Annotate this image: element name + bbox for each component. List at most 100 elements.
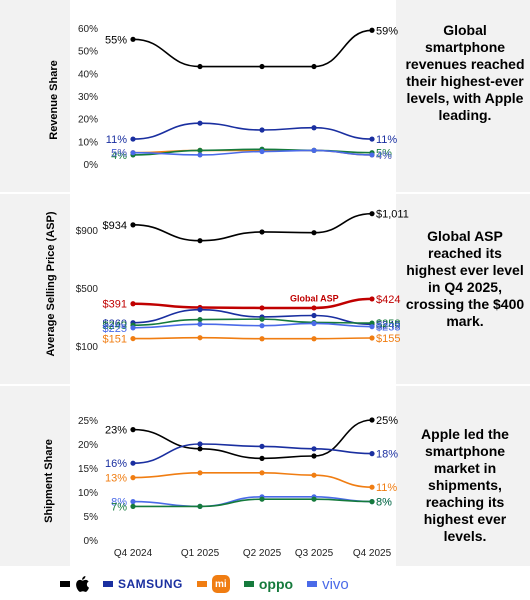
data-point-asp-1-3 — [311, 305, 317, 311]
end-label-oppo-2: 8% — [376, 497, 392, 509]
y-tick-label-2-4: 20% — [78, 440, 98, 451]
data-point-asp-1-0 — [130, 301, 136, 307]
end-label-xiaomi-2: 11% — [376, 482, 397, 494]
plot-area-shipment — [70, 386, 396, 566]
data-point-apple-2-2 — [259, 455, 265, 461]
data-point-xiaomi-1-1 — [197, 335, 203, 341]
y-tick-label-2-5: 25% — [78, 416, 98, 427]
x-tick-label-0: Q4 2024 — [114, 548, 153, 559]
data-point-samsung-0-3 — [311, 125, 317, 131]
data-point-apple-1-0 — [130, 222, 136, 228]
data-point-oppo-2-3 — [311, 496, 317, 502]
caption-asp: Global ASP reached its highest ever leve… — [405, 228, 525, 329]
data-point-xiaomi-2-2 — [259, 470, 265, 476]
data-point-samsung-2-0 — [130, 460, 136, 466]
legend-item-apple — [60, 576, 89, 592]
series-line-oppo-2 — [133, 498, 373, 508]
data-point-xiaomi-1-2 — [259, 336, 265, 342]
data-point-oppo-1-2 — [259, 316, 265, 322]
end-label-samsung-0: 11% — [376, 134, 397, 146]
data-point-apple-1-3 — [311, 230, 317, 236]
data-point-oppo-1-4 — [369, 320, 375, 326]
legend-item-vivo: vivo — [307, 576, 349, 593]
xiaomi-logo-icon: mi — [211, 575, 230, 593]
data-point-samsung-0-1 — [197, 120, 203, 126]
caption-revenue: Global smartphone revenues reached their… — [405, 22, 525, 123]
x-tick-label-4: Q4 2025 — [353, 548, 392, 559]
y-tick-label-0-4: 40% — [78, 69, 98, 80]
data-point-samsung-1-3 — [311, 312, 317, 319]
start-label-oppo-0: 4% — [111, 150, 127, 162]
data-point-vivo-1-4 — [369, 324, 375, 330]
data-point-xiaomi-2-4 — [369, 484, 375, 490]
y-tick-label-0-6: 60% — [78, 24, 98, 35]
end-label-oppo-1: $258 — [376, 318, 400, 330]
data-point-apple-0-4 — [369, 27, 375, 33]
start-label-apple-2: 23% — [105, 425, 127, 437]
apple-logo-icon — [76, 576, 89, 592]
legend-item-oppo: oppo — [243, 576, 294, 592]
legend-item-xiaomi: mi — [196, 575, 230, 593]
data-point-samsung-0-4 — [369, 136, 375, 142]
x-tick-label-2: Q2 2025 — [243, 548, 282, 559]
data-point-xiaomi-2-1 — [197, 470, 203, 476]
legend-label-samsung: SAMSUNG — [118, 577, 183, 591]
start-label-vivo-2: 8% — [111, 497, 127, 509]
end-label-apple-0: 59% — [376, 25, 398, 37]
data-point-apple-2-0 — [130, 427, 136, 433]
data-point-vivo-0-2 — [259, 148, 265, 155]
data-point-oppo-2-4 — [369, 499, 375, 505]
data-point-vivo-1-1 — [197, 321, 203, 327]
series-line-xiaomi-2 — [132, 471, 373, 488]
legend-label-oppo: oppo — [258, 576, 294, 592]
start-label-samsung-2: 16% — [105, 458, 127, 470]
data-point-asp-1-2 — [259, 305, 265, 311]
data-point-samsung-2-2 — [259, 443, 265, 449]
end-label-xiaomi-0: 4% — [376, 150, 392, 162]
end-label-samsung-1: $249 — [376, 319, 400, 331]
y-tick-label-2-2: 10% — [78, 488, 98, 499]
start-label-apple-1: $934 — [103, 220, 127, 232]
data-point-xiaomi-1-0 — [130, 335, 136, 342]
data-point-apple-0-1 — [197, 63, 203, 70]
y-tick-label-2-3: 15% — [78, 464, 98, 475]
start-label-vivo-1: $225 — [103, 323, 127, 335]
start-label-xiaomi-0: 5% — [111, 148, 127, 160]
data-point-oppo-2-0 — [130, 503, 136, 509]
y-tick-label-1-0: $100 — [76, 342, 99, 353]
end-label-apple-2: 25% — [376, 415, 398, 427]
end-label-xiaomi-1: $155 — [376, 333, 400, 345]
start-label-asp-1: $391 — [103, 299, 127, 311]
data-point-samsung-2-4 — [369, 451, 375, 457]
series-line-vivo-2 — [132, 495, 373, 508]
start-label-oppo-1: $243 — [103, 320, 127, 332]
data-point-apple-1-2 — [259, 229, 265, 235]
data-point-samsung-2-1 — [197, 441, 203, 447]
data-point-oppo-0-1 — [197, 147, 203, 153]
legend-label-vivo: vivo — [322, 575, 349, 593]
x-tick-label-1: Q1 2025 — [181, 548, 220, 559]
data-point-vivo-0-0 — [130, 150, 136, 156]
legend-swatch-vivo — [307, 581, 318, 587]
start-label-xiaomi-1: $151 — [103, 334, 127, 346]
data-point-vivo-0-3 — [311, 147, 317, 153]
data-point-vivo-0-4 — [369, 152, 375, 158]
data-point-apple-0-3 — [311, 63, 317, 70]
data-point-oppo-1-1 — [197, 316, 203, 323]
y-tick-label-2-1: 5% — [84, 512, 99, 523]
end-label-apple-1: $1,011 — [376, 209, 409, 221]
data-point-xiaomi-1-3 — [311, 336, 317, 342]
data-point-samsung-0-2 — [259, 127, 265, 133]
series-line-xiaomi-1 — [132, 336, 373, 340]
data-point-xiaomi-2-0 — [130, 475, 136, 481]
x-tick-label-3: Q3 2025 — [295, 548, 334, 559]
data-point-vivo-1-3 — [311, 320, 317, 327]
plot-area-revenue — [70, 0, 396, 192]
data-point-apple-0-0 — [130, 36, 136, 42]
charts-svg: 0%10%20%30%40%50%60%55%59%11% 11%5% 4%4% 5%… — [76, 24, 409, 559]
legend-swatch-oppo — [243, 581, 254, 587]
series-line-apple-0 — [132, 29, 373, 68]
legend-swatch-xiaomi — [196, 581, 207, 587]
start-label-xiaomi-2: 13% — [105, 473, 127, 485]
data-point-samsung-0-0 — [130, 136, 136, 142]
